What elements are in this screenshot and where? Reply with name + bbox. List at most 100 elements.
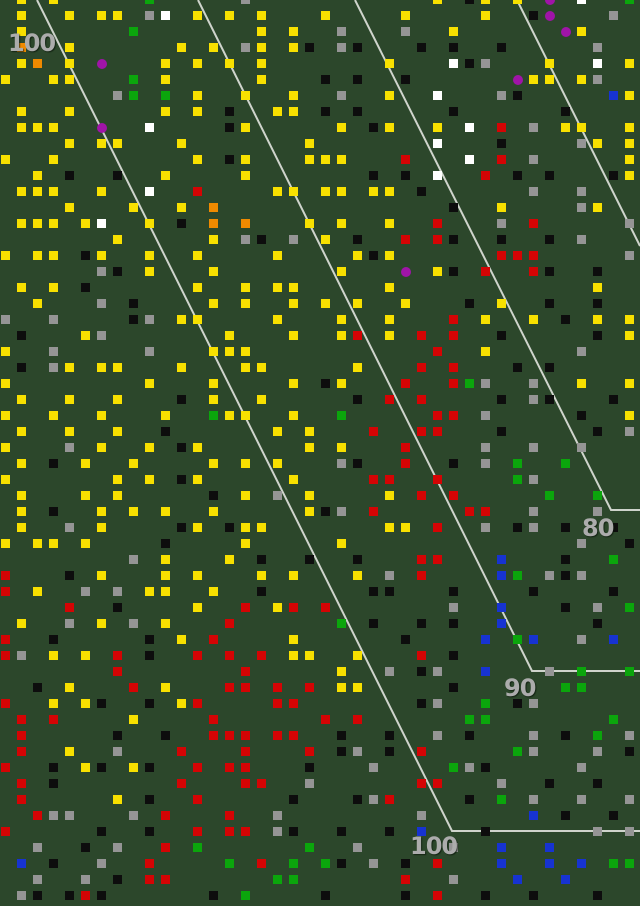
marker-black	[385, 587, 394, 596]
marker-black	[529, 587, 538, 596]
marker-red	[241, 683, 250, 692]
marker-red	[17, 795, 26, 804]
marker-gray	[625, 731, 634, 740]
marker-yellow	[161, 683, 170, 692]
marker-yellow	[97, 411, 106, 420]
marker-gray	[497, 219, 506, 228]
marker-green	[577, 667, 586, 676]
marker-red	[49, 715, 58, 724]
marker-yellow	[129, 507, 138, 516]
marker-black	[401, 635, 410, 644]
marker-black	[49, 635, 58, 644]
marker-red	[417, 491, 426, 500]
marker-green	[193, 843, 202, 852]
marker-black	[545, 235, 554, 244]
marker-yellow	[17, 123, 26, 132]
marker-orange	[17, 43, 26, 52]
marker-yellow	[193, 603, 202, 612]
marker-black	[129, 315, 138, 324]
marker-red	[241, 747, 250, 756]
marker-yellow	[1, 347, 10, 356]
marker-yellow	[177, 139, 186, 148]
marker-yellow	[193, 91, 202, 100]
marker-yellow	[97, 187, 106, 196]
marker-yellow	[17, 107, 26, 116]
marker-black	[465, 59, 474, 68]
marker-yellow	[289, 411, 298, 420]
marker-red	[113, 651, 122, 660]
marker-red	[385, 795, 394, 804]
marker-orange	[209, 219, 218, 228]
marker-yellow	[481, 347, 490, 356]
marker-black	[497, 235, 506, 244]
marker-red	[305, 683, 314, 692]
marker-yellow	[81, 219, 90, 228]
marker-yellow	[65, 363, 74, 372]
marker-black	[481, 763, 490, 772]
marker-yellow	[241, 283, 250, 292]
marker-blue	[17, 859, 26, 868]
marker-orange	[33, 59, 42, 68]
marker-yellow	[337, 443, 346, 452]
marker-yellow	[17, 11, 26, 20]
marker-green	[305, 843, 314, 852]
marker-yellow	[17, 427, 26, 436]
marker-gray	[625, 827, 634, 836]
marker-gray	[369, 763, 378, 772]
marker-yellow	[161, 59, 170, 68]
marker-yellow	[33, 299, 42, 308]
marker-red	[369, 475, 378, 484]
marker-yellow	[33, 219, 42, 228]
marker-white	[161, 11, 170, 20]
marker-black	[401, 75, 410, 84]
marker-yellow	[433, 0, 442, 4]
marker-gray	[49, 811, 58, 820]
marker-black	[97, 827, 106, 836]
marker-yellow	[385, 59, 394, 68]
marker-yellow	[369, 187, 378, 196]
marker-red	[433, 219, 442, 228]
marker-yellow	[353, 651, 362, 660]
marker-black	[65, 571, 74, 580]
marker-gray	[241, 0, 250, 4]
marker-yellow	[17, 507, 26, 516]
marker-gray	[369, 859, 378, 868]
marker-gray	[113, 747, 122, 756]
marker-yellow	[65, 747, 74, 756]
marker-black	[321, 75, 330, 84]
marker-gray	[17, 651, 26, 660]
marker-black	[177, 475, 186, 484]
marker-yellow	[177, 363, 186, 372]
marker-yellow	[81, 651, 90, 660]
marker-yellow	[353, 251, 362, 260]
marker-yellow	[561, 123, 570, 132]
marker-yellow	[225, 555, 234, 564]
marker-red	[481, 267, 490, 276]
marker-black	[257, 555, 266, 564]
marker-yellow	[65, 43, 74, 52]
marker-black	[465, 731, 474, 740]
marker-black	[49, 859, 58, 868]
marker-yellow	[289, 379, 298, 388]
marker-yellow	[433, 267, 442, 276]
marker-black	[337, 731, 346, 740]
marker-green	[625, 859, 634, 868]
marker-yellow	[97, 619, 106, 628]
marker-yellow	[177, 635, 186, 644]
marker-black	[449, 235, 458, 244]
marker-red	[417, 571, 426, 580]
marker-gray	[577, 139, 586, 148]
marker-yellow	[289, 187, 298, 196]
marker-yellow	[33, 539, 42, 548]
marker-gray	[529, 699, 538, 708]
marker-yellow	[145, 267, 154, 276]
contour-label-90: 90	[504, 674, 536, 702]
marker-yellow	[241, 363, 250, 372]
marker-white	[433, 171, 442, 180]
marker-yellow	[113, 491, 122, 500]
marker-black	[49, 459, 58, 468]
marker-black	[337, 859, 346, 868]
marker-black	[369, 587, 378, 596]
marker-red	[273, 699, 282, 708]
marker-green	[337, 619, 346, 628]
